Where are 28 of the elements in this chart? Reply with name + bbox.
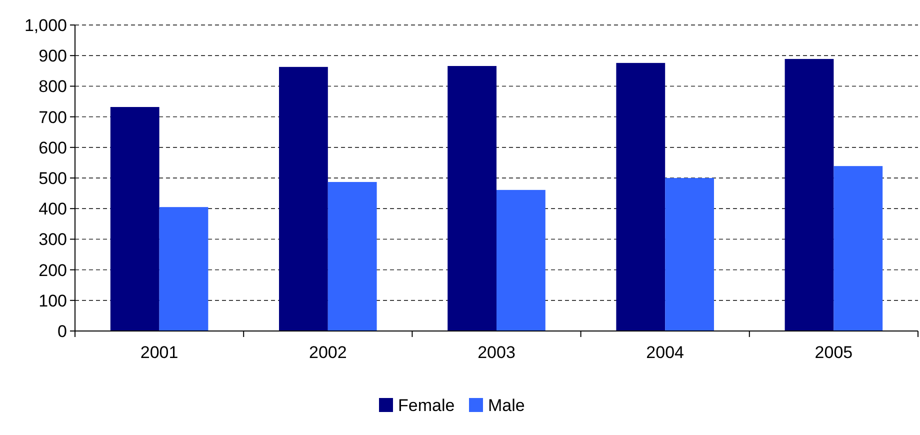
bar <box>834 166 883 331</box>
x-tick-label: 2003 <box>478 343 516 362</box>
bar <box>328 182 377 331</box>
y-tick-label: 800 <box>38 77 67 96</box>
x-tick-label: 2005 <box>814 343 853 362</box>
bar <box>496 190 546 331</box>
bar <box>784 58 834 331</box>
bar <box>110 107 160 331</box>
y-tick-label: 1,000 <box>24 16 67 35</box>
y-tick-label: 300 <box>38 230 67 250</box>
x-tick-label: 2001 <box>140 343 178 362</box>
bar <box>665 178 714 331</box>
bar <box>616 62 666 331</box>
bar <box>159 207 208 331</box>
y-tick-label: 100 <box>38 291 67 310</box>
bar <box>448 66 496 331</box>
x-tick-label: 2004 <box>646 343 684 362</box>
x-tick-label: 2002 <box>308 343 347 362</box>
legend-label: Male <box>488 396 525 415</box>
y-tick-label: 900 <box>38 46 67 66</box>
y-tick-label: 0 <box>58 322 67 341</box>
y-tick-label: 500 <box>38 168 67 188</box>
y-tick-label: 200 <box>38 260 67 280</box>
bar <box>279 66 328 331</box>
y-tick-label: 700 <box>38 108 67 127</box>
y-tick-label: 400 <box>38 200 67 219</box>
y-tick-label: 600 <box>38 138 67 158</box>
legend-label: Female <box>398 396 455 415</box>
